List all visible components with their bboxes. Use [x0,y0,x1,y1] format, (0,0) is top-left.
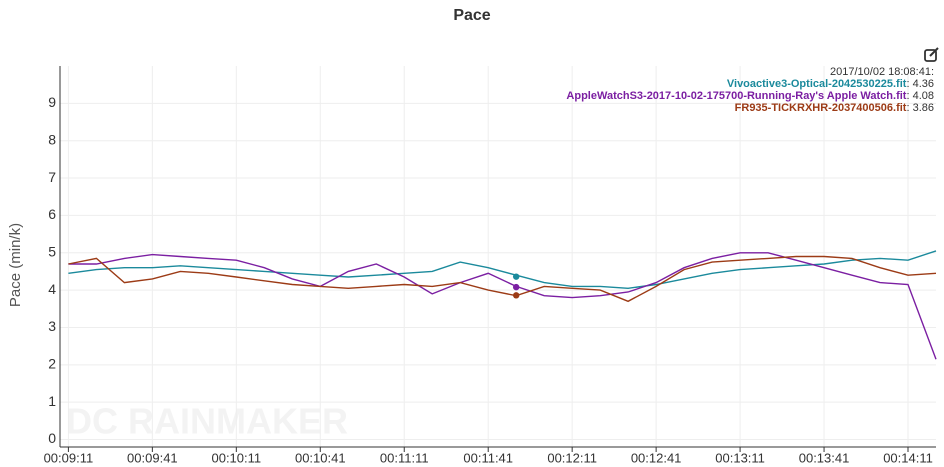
x-tick-label: 00:11:11 [380,450,429,465]
edit-icon[interactable] [924,47,939,62]
y-tick-label: 1 [48,393,56,409]
cursor-marker [512,273,520,280]
x-tick-label: 00:12:11 [547,450,597,465]
tooltip-series-name: Vivoactive3-Optical-2042530225.fit [727,78,907,90]
x-tick-label: 00:12:41 [631,450,682,465]
tooltip-series-name: FR935-TICKRXHR-2037400506.fit [735,102,907,114]
y-tick-label: 9 [48,94,56,110]
x-tick-label: 00:09:41 [127,450,178,465]
tooltip-series-name: AppleWatchS3-2017-10-02-175700-Running-R… [566,90,906,102]
tooltip-value: 3.86 [913,102,934,114]
icon-pen [929,47,939,57]
y-tick-label: 3 [48,318,56,334]
series-line [68,250,937,290]
icon-frame [924,49,937,62]
y-tick-label: 7 [48,169,56,185]
tooltip-separator: : [906,102,912,114]
tooltip-separator: : [906,90,912,102]
y-tick-label: 0 [48,430,56,446]
x-tick-label: 00:10:41 [295,450,346,465]
x-tick-label: 00:09:11 [44,450,94,465]
tooltip-separator: : [906,78,912,90]
series-line [68,255,937,303]
tooltip-value: 4.08 [913,90,934,102]
x-tick-label: 00:13:11 [715,450,765,465]
watermark: DC RAINMAKER [66,401,348,442]
chart-title: Pace [453,7,490,24]
tooltip-entry: AppleWatchS3-2017-10-02-175700-Running-R… [566,90,934,102]
y-tick-label: 6 [48,206,56,222]
tooltip-timestamp: 2017/10/02 18:08:41: [830,66,934,78]
tooltip-entry: Vivoactive3-Optical-2042530225.fit: 4.36 [727,78,934,90]
x-tick-label: 00:10:11 [211,450,261,465]
x-tick-label: 00:13:41 [799,450,850,465]
y-tick-label: 4 [48,281,56,297]
y-tick-label: 5 [48,243,56,259]
cursor-marker [512,292,520,299]
x-tick-label: 00:11:41 [463,450,513,465]
y-tick-label: 8 [48,131,56,147]
x-tick-label: 00:14:11 [883,450,933,465]
tooltip-entry: FR935-TICKRXHR-2037400506.fit: 3.86 [735,102,934,114]
cursor-marker [512,283,520,291]
tooltip-value: 4.36 [913,78,934,90]
y-axis-label: Pace (min/k) [7,223,24,307]
y-tick-label: 2 [48,356,56,372]
series-line [68,252,937,360]
